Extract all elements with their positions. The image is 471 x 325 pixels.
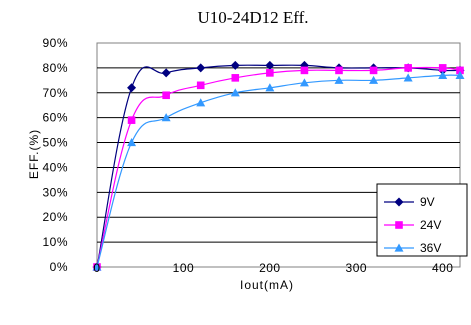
legend: 9V 24V 36V [376,183,468,257]
series-0-point-4 [230,60,240,70]
series-2-point-0 [92,262,102,271]
x-tick-label-400: 400 [432,261,454,275]
series-group [92,60,465,272]
series-2-point-7 [334,75,344,84]
y-axis-label: EFF.(%) [27,129,41,179]
series-0-point-1 [127,83,137,93]
y-tick-label-50: 50% [42,136,68,150]
series-2-point-6 [299,78,309,87]
series-2-point-4 [230,88,240,97]
chart-title: U10-24D12 Eff. [197,8,308,27]
legend-marker-2 [394,243,404,252]
legend-label-0: 9V [420,195,435,209]
legend-items: 9V 24V 36V [384,195,441,255]
series-2-point-11 [455,70,465,79]
series-0-point-5 [265,60,275,70]
x-tick-label-200: 200 [259,261,281,275]
series-2 [92,70,465,271]
series-1-point-9 [404,64,412,72]
series-2-point-1 [127,138,137,147]
series-1-point-3 [196,81,205,90]
legend-label-2: 36V [420,241,441,255]
series-1 [93,64,464,271]
y-tick-label-60: 60% [42,111,68,125]
series-1-point-8 [369,66,378,75]
y-tick-label-80: 80% [42,61,68,75]
y-tick-label-10: 10% [42,235,68,249]
series-0-point-3 [196,63,206,73]
legend-marker-0 [394,197,404,207]
y-tick-label-90: 90% [42,36,68,50]
x-tick-label-300: 300 [346,261,368,275]
series-2-point-8 [369,75,379,84]
series-2-point-9 [403,73,413,82]
legend-label-1: 24V [420,218,441,232]
series-2-point-2 [161,113,171,122]
x-tick-label-0: 0 [93,261,100,275]
y-axis-ticks: 0% 10% 20% 30% 40% 50% 60% 70% 80% 90% [42,36,68,274]
y-tick-label-70: 70% [42,86,68,100]
series-2-point-10 [438,70,448,79]
y-tick-label-30: 30% [42,185,68,199]
x-axis-ticks: 0 100 200 300 400 [93,261,453,275]
series-1-point-4 [231,74,240,82]
series-0-point-2 [161,68,171,78]
series-1-point-7 [335,66,343,75]
series-2-point-5 [265,83,275,92]
y-tick-label-40: 40% [42,160,68,174]
series-1-point-5 [266,69,274,77]
series-1-point-1 [127,116,136,124]
legend-box [376,183,468,257]
series-1-point-11 [456,66,464,75]
series-1-point-6 [300,66,309,75]
series-1-point-10 [438,64,447,72]
plot-area [92,42,465,272]
series-1-point-2 [162,91,170,100]
x-axis-label: Iout(mA) [240,278,294,292]
legend-marker-1 [395,221,403,229]
x-tick-label-100: 100 [173,261,195,275]
y-tick-label-0: 0% [50,260,68,274]
series-2-point-3 [196,98,206,107]
y-tick-label-20: 20% [42,210,68,224]
